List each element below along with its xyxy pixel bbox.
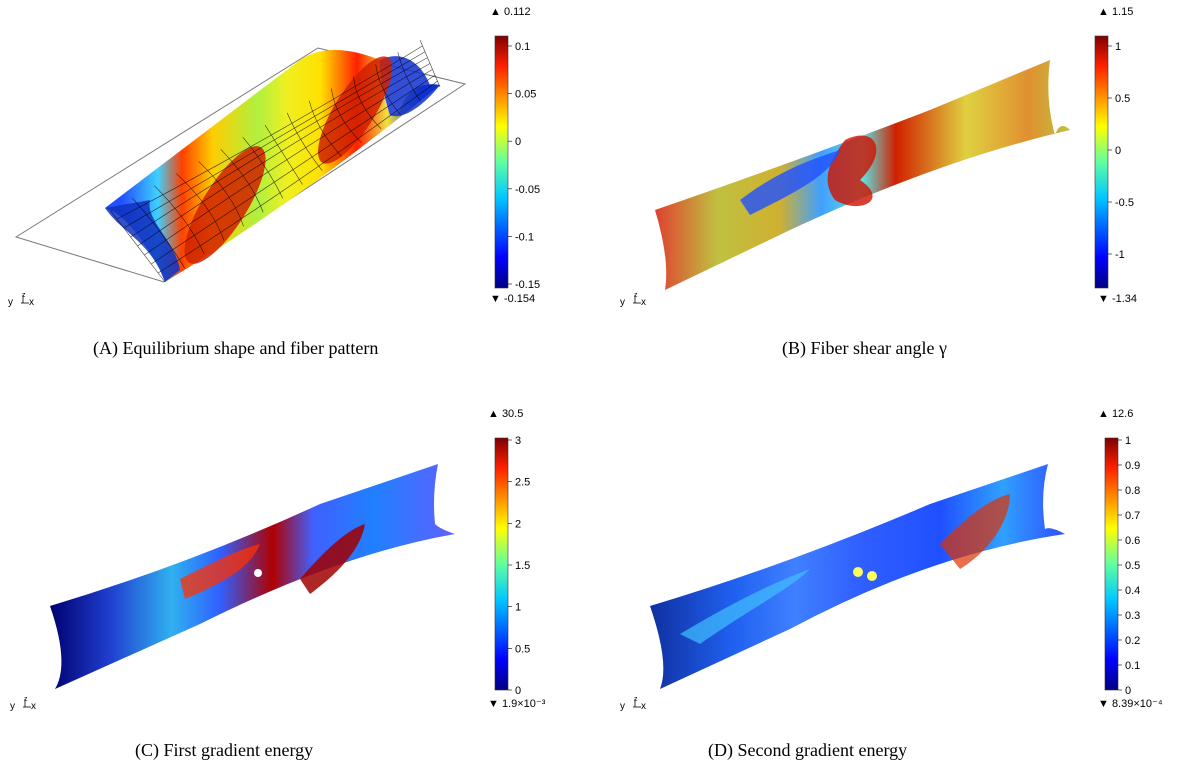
hotspot — [254, 569, 262, 577]
svg-text:z: z — [22, 292, 26, 299]
crest-left — [184, 146, 266, 264]
caption-text: Second gradient energy — [737, 740, 908, 760]
colorbar-tick-label: 0.5 — [1115, 93, 1130, 105]
colorbar-tick-label: 2 — [515, 518, 521, 530]
colorbar-tick-label: 0.5 — [515, 643, 530, 655]
colorbar-min: ▼ 8.39×10⁻⁴ — [1098, 698, 1163, 710]
caption-tag: (D) — [708, 740, 733, 760]
axis-triad: y z x — [8, 292, 34, 308]
crest-right — [318, 56, 392, 164]
panel-d-figure: 1 0.9 0.8 0.7 0.6 0.5 0.4 0.3 0.2 0.1 0 ▲ 12.6 ▼ 8… — [620, 408, 1163, 712]
panel-b-figure: 1 0.5 0 -0.5 -1 ▲ 1.15 ▼ -1.34 y z x — [620, 6, 1137, 308]
colorbar-tick-label: 1 — [1125, 435, 1131, 447]
colorbar-tick-label: 3 — [515, 435, 521, 447]
colorbar-tick-label: 0 — [1115, 145, 1121, 157]
colorbar-min: ▼ -0.154 — [490, 293, 535, 305]
svg-text:y: y — [620, 297, 625, 308]
hot-band-1 — [180, 544, 260, 599]
caption-c: (C) First gradient energy — [135, 740, 313, 761]
colorbar-tick-label: 1 — [1115, 41, 1121, 53]
blue-band — [740, 150, 840, 215]
svg-text:x: x — [29, 297, 34, 308]
panel-a: 0.1 0.05 0 -0.05 -0.1 -0.15 ▲ 0.112 ▼ -0.154 … — [0, 0, 590, 384]
colorbar-tick-label: -0.5 — [1115, 197, 1134, 209]
colorbar-tick-label: 1 — [515, 602, 521, 614]
trough-left — [105, 200, 180, 282]
caption-a: (A) Equilibrium shape and fiber pattern — [93, 338, 378, 359]
fiber-mesh — [109, 39, 441, 283]
colorbar-tick-label: 0.05 — [515, 89, 536, 101]
svg-text:z: z — [634, 292, 638, 299]
hot-band-2 — [300, 524, 365, 594]
colorbar-max: ▲ 0.112 — [490, 6, 531, 18]
colorbar-max: ▲ 30.5 — [488, 408, 523, 420]
caption-tag: (C) — [135, 740, 159, 760]
panel-c: 3 2.5 2 1.5 1 0.5 0 ▲ 30.5 ▼ 1.9×10⁻³ y z x (C… — [0, 384, 590, 768]
colorbar-tick-label: 0 — [515, 685, 521, 697]
colorbar-tick-label: 0.7 — [1125, 510, 1140, 522]
colorbar-tick-label: 0.1 — [515, 41, 530, 53]
colorbar-tick-label: 0.2 — [1125, 635, 1140, 647]
colorbar-tick-label: 0.5 — [1125, 560, 1140, 572]
panel-b: 1 0.5 0 -0.5 -1 ▲ 1.15 ▼ -1.34 y z x (B) Fib… — [590, 0, 1179, 384]
svg-text:x: x — [641, 701, 646, 712]
svg-text:z: z — [24, 696, 28, 703]
caption-tag: (A) — [93, 338, 118, 358]
hotspot-2 — [867, 571, 877, 581]
svg-text:y: y — [620, 701, 625, 712]
band-2 — [940, 494, 1010, 569]
panel-a-figure: 0.10.050-0.05-0.1-0.15 ▲ 0.112 ▼ -0.154 … — [8, 6, 540, 308]
colorbar-tick-label: -0.05 — [515, 184, 540, 196]
hotspot-1 — [853, 567, 863, 577]
colorbar-max: ▲ 1.15 — [1098, 6, 1133, 18]
caption-d: (D) Second gradient energy — [708, 740, 907, 761]
colorbar-tick-label: 0.9 — [1125, 460, 1140, 472]
colorbar-min: ▼ -1.34 — [1098, 293, 1137, 305]
caption-b: (B) Fiber shear angle γ — [782, 338, 947, 359]
colorbar-tick-label: -1 — [1115, 249, 1125, 261]
caption-tag: (B) — [782, 338, 806, 358]
colorbar — [494, 35, 509, 289]
colorbar-ticks: 1 0.9 0.8 0.7 0.6 0.5 0.4 0.3 0.2 0.1 0 — [1118, 435, 1140, 697]
colorbar-tick-label: 0.6 — [1125, 535, 1140, 547]
svg-text:z: z — [634, 696, 638, 703]
svg-text:y: y — [8, 297, 13, 308]
caption-text: Fiber shear angle γ — [810, 338, 947, 358]
colorbar — [1094, 35, 1109, 289]
panel-c-figure: 3 2.5 2 1.5 1 0.5 0 ▲ 30.5 ▼ 1.9×10⁻³ y z x — [10, 408, 546, 712]
caption-text: Equilibrium shape and fiber pattern — [122, 338, 379, 358]
colorbar-tick-label: -0.15 — [515, 279, 540, 291]
colorbar — [1104, 437, 1119, 691]
colorbar-tick-label: 0.1 — [1125, 660, 1140, 672]
reference-plane — [14, 47, 467, 283]
colorbar-tick-label: 0.4 — [1125, 585, 1140, 597]
red-region — [827, 135, 877, 207]
colorbar-tick-label: 2.5 — [515, 477, 530, 489]
caption-text: First gradient energy — [163, 740, 314, 760]
svg-text:x: x — [31, 701, 36, 712]
colorbar-tick-label: 0.8 — [1125, 485, 1140, 497]
colorbar-min: ▼ 1.9×10⁻³ — [488, 698, 546, 710]
colorbar-tick-label: -0.1 — [515, 231, 534, 243]
trough-right — [380, 56, 440, 117]
colorbar-ticks: 1 0.5 0 -0.5 -1 — [1108, 41, 1134, 261]
deformed-surface — [50, 464, 455, 689]
band-1 — [680, 569, 810, 644]
colorbar-tick-label: 0 — [515, 136, 521, 148]
svg-text:y: y — [10, 701, 15, 712]
colorbar-max: ▲ 12.6 — [1098, 408, 1133, 420]
colorbar — [494, 437, 509, 691]
svg-text:x: x — [641, 297, 646, 308]
colorbar-ticks: 0.1 0.05 0 -0.05 -0.1 -0.15 — [508, 41, 540, 291]
panel-d: 1 0.9 0.8 0.7 0.6 0.5 0.4 0.3 0.2 0.1 0 ▲ 12.6 ▼ 8… — [590, 384, 1179, 768]
colorbar-tick-label: 0.3 — [1125, 610, 1140, 622]
axis-triad: y z x — [10, 696, 36, 712]
colorbar-tick-label: 0 — [1125, 685, 1131, 697]
colorbar-ticks: 3 2.5 2 1.5 1 0.5 0 — [508, 435, 530, 697]
axis-triad: y z x — [620, 696, 646, 712]
axis-triad: y z x — [620, 292, 646, 308]
colorbar-tick-label: 1.5 — [515, 560, 530, 572]
